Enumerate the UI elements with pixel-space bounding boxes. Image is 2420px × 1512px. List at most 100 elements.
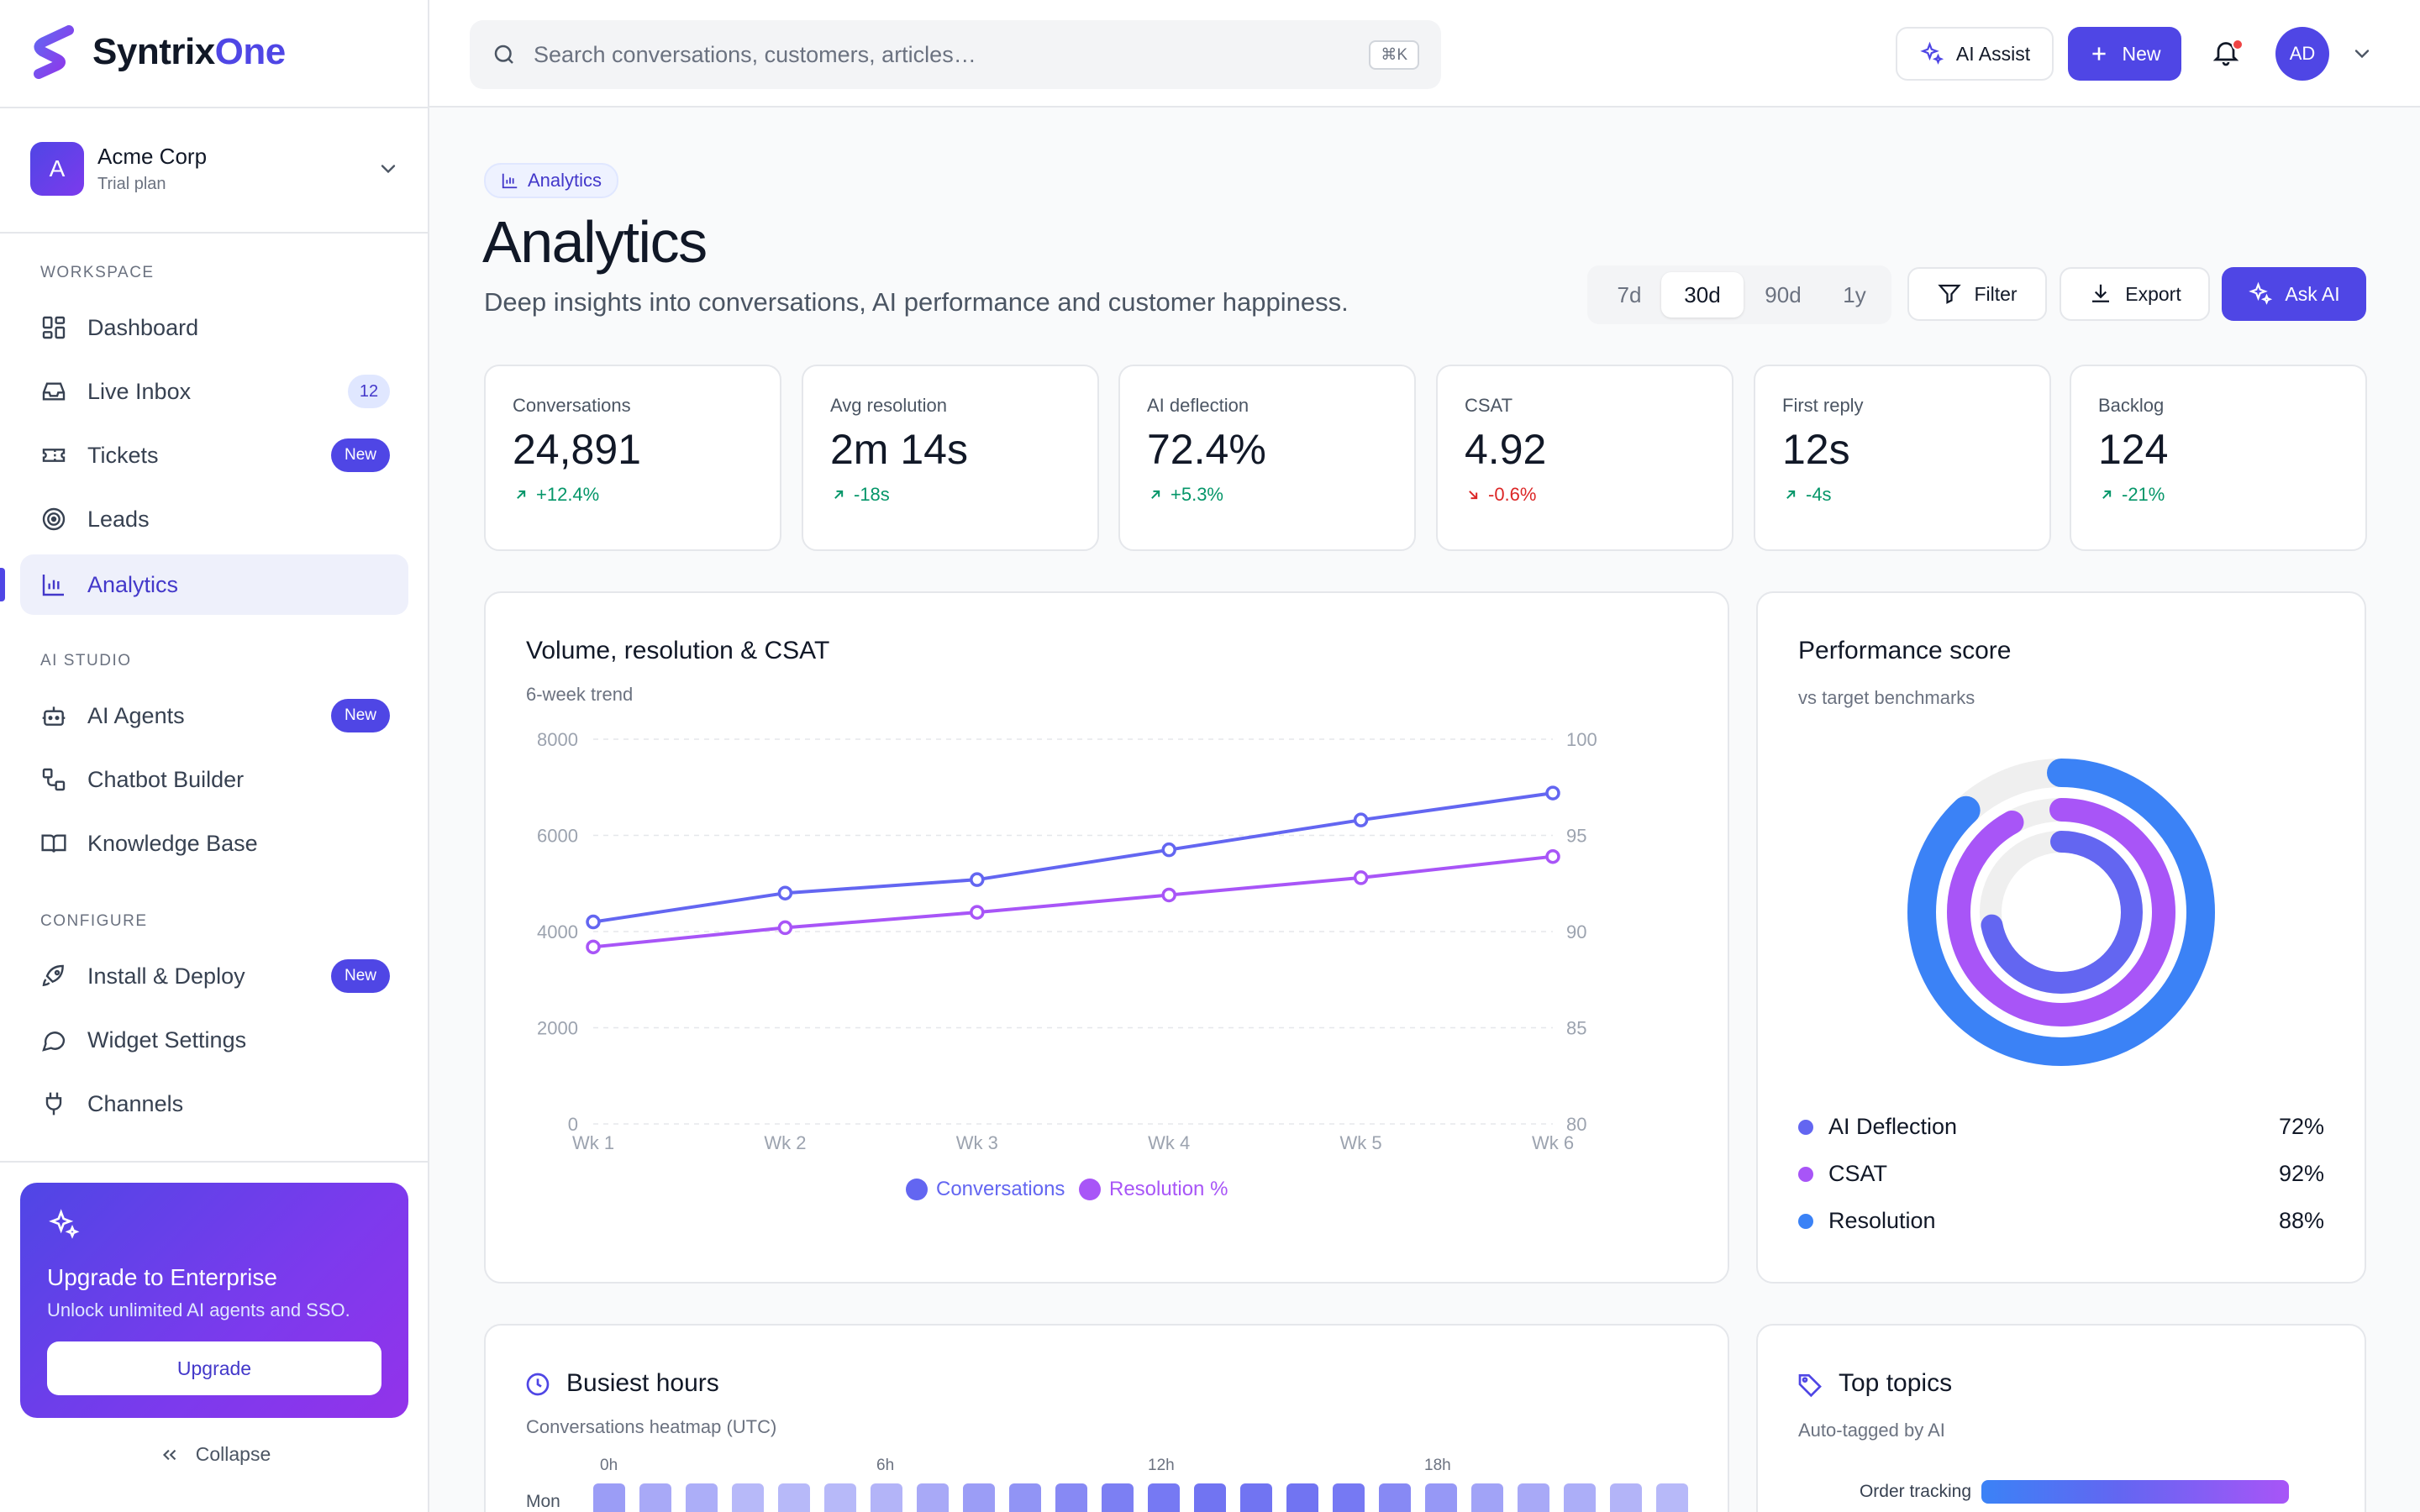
kpi-delta: +5.3% bbox=[1147, 484, 1387, 506]
heatmap-cell[interactable] bbox=[1102, 1483, 1134, 1512]
sidebar-item-tickets[interactable]: Tickets New bbox=[20, 425, 408, 486]
sparkles-icon bbox=[1920, 41, 1944, 65]
sidebar-item-channels[interactable]: Channels bbox=[20, 1074, 408, 1134]
workflow-icon bbox=[42, 768, 66, 791]
top-topics-subtitle: Auto-tagged by AI bbox=[1798, 1420, 1945, 1441]
heatmap-cell[interactable] bbox=[1425, 1483, 1457, 1512]
kpi-card[interactable]: First reply 12s -4s bbox=[1754, 365, 2051, 551]
heatmap-cell[interactable] bbox=[686, 1483, 718, 1512]
kpi-card[interactable]: Conversations 24,891 +12.4% bbox=[484, 365, 781, 551]
legend-swatch bbox=[1079, 1179, 1101, 1200]
heatmap-cell[interactable] bbox=[593, 1483, 625, 1512]
sidebar-item-live-inbox[interactable]: Live Inbox 12 bbox=[20, 361, 408, 422]
sidebar-item-chatbot-builder[interactable]: Chatbot Builder bbox=[20, 749, 408, 810]
syntrix-logo-icon bbox=[34, 25, 74, 79]
kpi-value: 72.4% bbox=[1147, 426, 1266, 473]
upgrade-button[interactable]: Upgrade bbox=[47, 1341, 381, 1395]
kpi-delta: +12.4% bbox=[513, 484, 753, 506]
kpi-card[interactable]: AI deflection 72.4% +5.3% bbox=[1118, 365, 1416, 551]
y-tick-label-left: 4000 bbox=[537, 921, 578, 942]
sidebar: SyntrixOne A Acme Corp Trial plan WORKSP… bbox=[0, 0, 429, 1512]
export-button[interactable]: Export bbox=[2060, 267, 2210, 321]
kpi-value: 24,891 bbox=[513, 426, 641, 473]
ai-assist-button[interactable]: AI Assist bbox=[1896, 27, 2054, 81]
kpi-value: 4.92 bbox=[1465, 426, 1547, 473]
clock-icon bbox=[526, 1373, 550, 1396]
legend-conversations[interactable]: Conversations bbox=[906, 1178, 1065, 1201]
sidebar-item-widget-settings[interactable]: Widget Settings bbox=[20, 1010, 408, 1070]
download-icon bbox=[2092, 284, 2110, 302]
bar-chart-icon bbox=[502, 173, 518, 189]
sidebar-item-leads[interactable]: Leads bbox=[20, 489, 408, 549]
workspace-name: Acme Corp bbox=[97, 144, 208, 169]
sidebar-item-ai-agents[interactable]: AI Agents New bbox=[20, 685, 408, 746]
new-button[interactable]: New bbox=[2068, 27, 2181, 81]
legend-resolution[interactable]: Resolution % bbox=[1079, 1178, 1228, 1201]
heatmap-cell[interactable] bbox=[824, 1483, 856, 1512]
notification-dot bbox=[2232, 39, 2244, 50]
heatmap-cell[interactable] bbox=[1240, 1483, 1272, 1512]
notifications-button[interactable] bbox=[2211, 37, 2244, 71]
range-90d[interactable]: 90d bbox=[1765, 281, 1802, 307]
workspace-switcher[interactable]: A Acme Corp Trial plan bbox=[30, 139, 400, 198]
sidebar-item-dashboard[interactable]: Dashboard bbox=[20, 297, 408, 358]
heatmap-cell[interactable] bbox=[1656, 1483, 1688, 1512]
kpi-card[interactable]: CSAT 4.92 -0.6% bbox=[1436, 365, 1733, 551]
kpi-value: 12s bbox=[1782, 426, 1850, 473]
kpi-label: Avg resolution bbox=[830, 395, 948, 416]
perf-dot bbox=[1798, 1119, 1813, 1135]
heatmap-cell[interactable] bbox=[1148, 1483, 1180, 1512]
range-1y[interactable]: 1y bbox=[1843, 281, 1866, 307]
data-point bbox=[1545, 785, 1560, 801]
sidebar-item-label: Tickets bbox=[87, 442, 159, 468]
workspace-avatar: A bbox=[30, 142, 84, 196]
chevron-down-icon[interactable] bbox=[2350, 42, 2374, 66]
heatmap-cell[interactable] bbox=[778, 1483, 810, 1512]
heatmap-cell[interactable] bbox=[1518, 1483, 1549, 1512]
page-subtitle: Deep insights into conversations, AI per… bbox=[484, 287, 1349, 317]
sidebar-item-install-deploy[interactable]: Install & Deploy New bbox=[20, 946, 408, 1006]
heatmap-cell[interactable] bbox=[871, 1483, 902, 1512]
range-7d[interactable]: 7d bbox=[1617, 281, 1642, 307]
collapse-sidebar-button[interactable]: Collapse bbox=[0, 1443, 429, 1466]
bell-icon bbox=[2212, 42, 2239, 66]
kpi-label: Backlog bbox=[2098, 395, 2165, 416]
heatmap-cell[interactable] bbox=[1333, 1483, 1365, 1512]
heatmap-cell[interactable] bbox=[1055, 1483, 1087, 1512]
brand-logo[interactable]: SyntrixOne bbox=[32, 25, 286, 79]
heatmap-cell[interactable] bbox=[639, 1483, 671, 1512]
heatmap-cell[interactable] bbox=[1009, 1483, 1041, 1512]
brand-name: SyntrixOne bbox=[92, 31, 286, 72]
new-badge: New bbox=[330, 438, 390, 472]
kpi-card[interactable]: Avg resolution 2m 14s -18s bbox=[802, 365, 1099, 551]
heatmap-cell[interactable] bbox=[1194, 1483, 1226, 1512]
sidebar-item-knowledge-base[interactable]: Knowledge Base bbox=[20, 813, 408, 874]
heatmap-cell[interactable] bbox=[1564, 1483, 1596, 1512]
heatmap-cell[interactable] bbox=[1471, 1483, 1503, 1512]
perf-value: 92% bbox=[2278, 1161, 2324, 1186]
topbar: Search conversations, customers, article… bbox=[429, 0, 2420, 108]
user-avatar[interactable]: AD bbox=[2275, 27, 2329, 81]
y-tick-label-left: 6000 bbox=[537, 826, 578, 847]
heatmap-cell[interactable] bbox=[1610, 1483, 1642, 1512]
rocket-icon bbox=[42, 964, 64, 987]
sidebar-item-label: Channels bbox=[87, 1090, 184, 1116]
perf-value: 72% bbox=[2278, 1114, 2324, 1139]
unread-count-badge: 12 bbox=[348, 375, 390, 408]
inbox-icon bbox=[42, 382, 66, 401]
range-30d[interactable]: 30d bbox=[1661, 272, 1744, 318]
sidebar-item-analytics[interactable]: Analytics bbox=[20, 554, 408, 615]
heatmap-cell[interactable] bbox=[1286, 1483, 1318, 1512]
kpi-card[interactable]: Backlog 124 -21% bbox=[2070, 365, 2367, 551]
search-input[interactable]: Search conversations, customers, article… bbox=[470, 20, 1441, 89]
heatmap-cell[interactable] bbox=[732, 1483, 764, 1512]
ask-ai-button[interactable]: Ask AI bbox=[2222, 267, 2366, 321]
heatmap-cell[interactable] bbox=[1379, 1483, 1411, 1512]
page-title: Analytics bbox=[482, 209, 708, 275]
filter-button[interactable]: Filter bbox=[1907, 267, 2047, 321]
heatmap-cell[interactable] bbox=[917, 1483, 949, 1512]
data-point bbox=[1353, 812, 1369, 827]
arrow-up-right-icon bbox=[2102, 490, 2112, 499]
bar-chart-icon bbox=[42, 575, 64, 596]
heatmap-cell[interactable] bbox=[963, 1483, 995, 1512]
